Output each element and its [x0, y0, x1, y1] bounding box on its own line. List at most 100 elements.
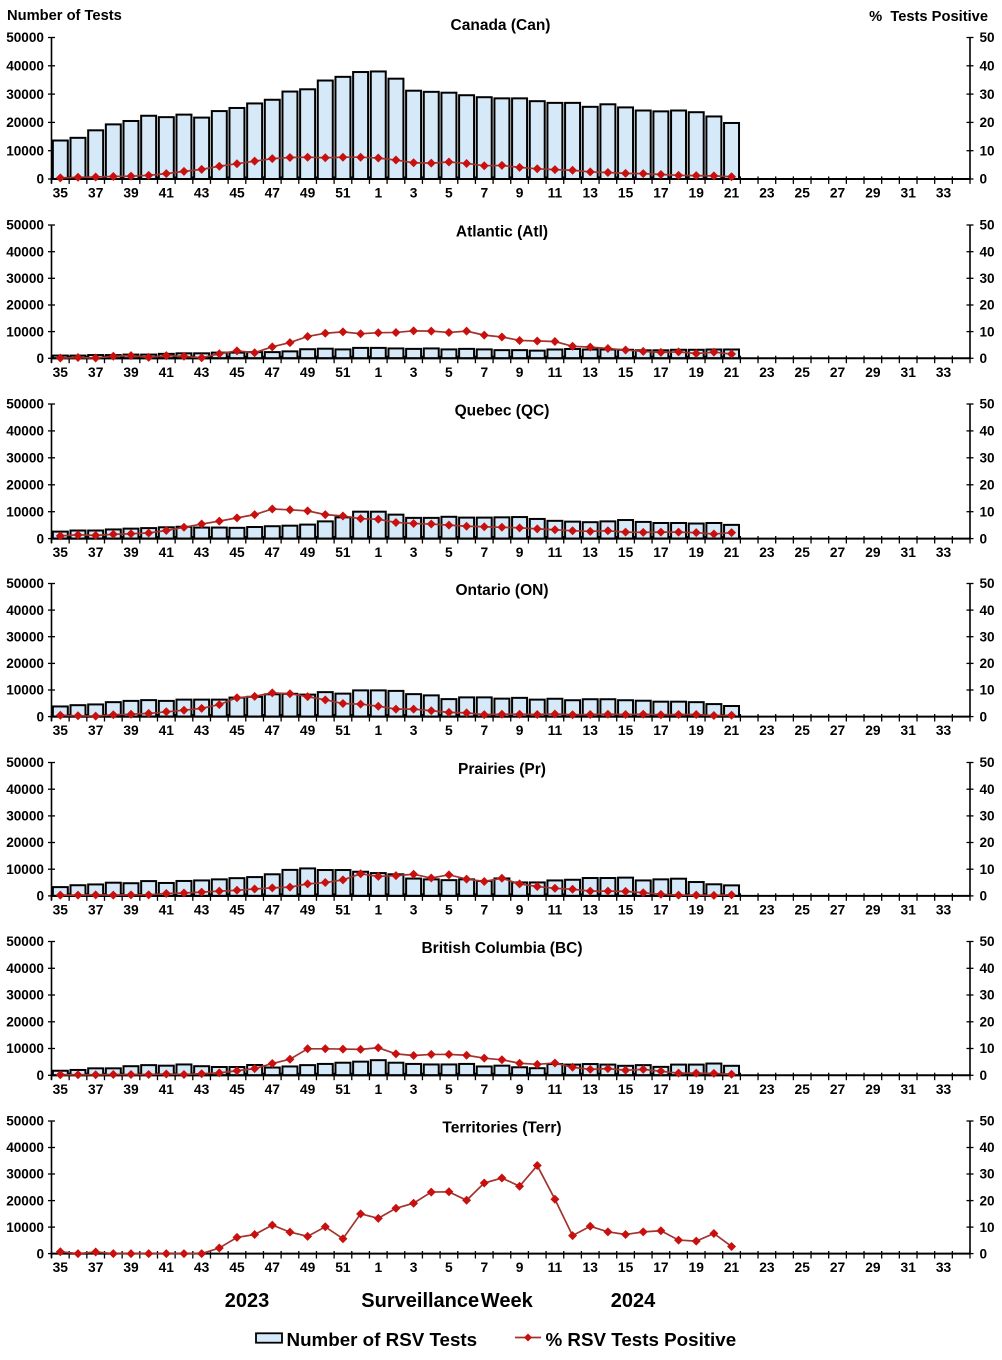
svg-text:50000: 50000: [6, 934, 44, 949]
svg-text:1: 1: [374, 1082, 382, 1097]
svg-text:10: 10: [980, 683, 995, 698]
svg-text:30: 30: [980, 988, 995, 1003]
svg-text:Ontario (ON): Ontario (ON): [456, 582, 549, 599]
svg-text:20000: 20000: [6, 1193, 44, 1208]
svg-text:51: 51: [335, 902, 351, 917]
svg-text:0: 0: [36, 351, 44, 366]
svg-text:19: 19: [689, 186, 705, 201]
svg-text:3: 3: [410, 186, 418, 201]
svg-text:1: 1: [374, 365, 382, 380]
svg-text:7: 7: [480, 365, 488, 380]
svg-text:50: 50: [980, 934, 995, 949]
svg-text:7: 7: [480, 1260, 488, 1275]
svg-text:19: 19: [689, 365, 705, 380]
svg-text:11: 11: [548, 902, 563, 917]
svg-text:50000: 50000: [6, 30, 44, 45]
svg-text:9: 9: [516, 545, 524, 560]
svg-text:23: 23: [759, 1260, 775, 1275]
svg-text:11: 11: [548, 723, 563, 738]
svg-text:Surveillance Week: Surveillance Week: [361, 1290, 533, 1312]
svg-text:23: 23: [759, 1082, 775, 1097]
svg-text:20000: 20000: [6, 656, 44, 671]
svg-text:27: 27: [830, 545, 846, 560]
svg-text:23: 23: [759, 365, 775, 380]
svg-text:5: 5: [445, 186, 453, 201]
svg-text:29: 29: [865, 723, 881, 738]
svg-text:0: 0: [980, 351, 988, 366]
svg-text:Quebec (QC): Quebec (QC): [455, 403, 550, 420]
svg-text:11: 11: [548, 365, 563, 380]
svg-text:10: 10: [980, 1220, 995, 1235]
svg-text:37: 37: [88, 365, 104, 380]
svg-text:40000: 40000: [6, 1140, 44, 1155]
svg-text:0: 0: [36, 1246, 44, 1261]
svg-text:40000: 40000: [6, 603, 44, 618]
svg-text:20: 20: [980, 115, 995, 130]
svg-text:30: 30: [980, 1167, 995, 1182]
svg-text:29: 29: [865, 365, 881, 380]
svg-text:13: 13: [583, 545, 599, 560]
svg-text:39: 39: [123, 545, 139, 560]
svg-text:25: 25: [795, 186, 811, 201]
svg-text:43: 43: [194, 1260, 210, 1275]
svg-text:10000: 10000: [6, 1220, 44, 1235]
svg-text:11: 11: [548, 1082, 563, 1097]
svg-text:50000: 50000: [6, 1114, 44, 1129]
svg-text:Canada (Can): Canada (Can): [451, 17, 551, 34]
svg-text:27: 27: [830, 902, 846, 917]
svg-text:17: 17: [653, 545, 669, 560]
svg-text:10: 10: [980, 324, 995, 339]
svg-text:33: 33: [936, 1260, 952, 1275]
svg-text:23: 23: [759, 902, 775, 917]
svg-text:17: 17: [653, 1082, 669, 1097]
svg-text:41: 41: [159, 545, 175, 560]
svg-text:29: 29: [865, 1260, 881, 1275]
svg-text:20000: 20000: [6, 115, 44, 130]
svg-text:1: 1: [374, 902, 382, 917]
svg-text:0: 0: [36, 709, 44, 724]
svg-text:35: 35: [53, 902, 69, 917]
svg-text:10000: 10000: [6, 504, 44, 519]
svg-text:35: 35: [53, 365, 69, 380]
svg-text:British Columbia (BC): British Columbia (BC): [421, 940, 582, 957]
svg-text:49: 49: [300, 723, 316, 738]
svg-text:0: 0: [980, 1246, 988, 1261]
svg-text:0: 0: [980, 889, 988, 904]
svg-text:9: 9: [516, 186, 524, 201]
svg-text:40000: 40000: [6, 961, 44, 976]
svg-text:10000: 10000: [6, 1041, 44, 1056]
svg-text:17: 17: [653, 1260, 669, 1275]
svg-text:35: 35: [53, 1260, 69, 1275]
svg-text:30000: 30000: [6, 809, 44, 824]
svg-text:20000: 20000: [6, 835, 44, 850]
svg-text:23: 23: [759, 723, 775, 738]
svg-text:13: 13: [583, 186, 599, 201]
svg-text:51: 51: [335, 365, 351, 380]
svg-text:27: 27: [830, 365, 846, 380]
svg-text:40000: 40000: [6, 424, 44, 439]
svg-text:51: 51: [335, 545, 351, 560]
svg-text:45: 45: [229, 902, 245, 917]
svg-text:43: 43: [194, 365, 210, 380]
svg-text:13: 13: [583, 1082, 599, 1097]
svg-text:2023: 2023: [225, 1290, 270, 1312]
svg-text:19: 19: [689, 902, 705, 917]
svg-text:50000: 50000: [6, 755, 44, 770]
svg-text:23: 23: [759, 545, 775, 560]
svg-text:47: 47: [265, 1260, 281, 1275]
svg-text:5: 5: [445, 1260, 453, 1275]
svg-text:21: 21: [724, 723, 740, 738]
svg-text:50000: 50000: [6, 397, 44, 412]
svg-text:47: 47: [265, 365, 281, 380]
svg-text:Prairies (Pr): Prairies (Pr): [458, 761, 546, 778]
svg-text:37: 37: [88, 545, 104, 560]
svg-text:39: 39: [123, 723, 139, 738]
svg-text:30000: 30000: [6, 87, 44, 102]
svg-text:10000: 10000: [6, 143, 44, 158]
svg-text:43: 43: [194, 186, 210, 201]
svg-text:49: 49: [300, 545, 316, 560]
svg-text:21: 21: [724, 1082, 740, 1097]
svg-text:49: 49: [300, 186, 316, 201]
svg-text:10: 10: [980, 143, 995, 158]
svg-text:0: 0: [36, 1068, 44, 1083]
